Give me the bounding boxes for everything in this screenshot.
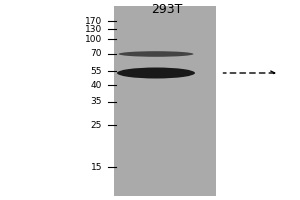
Text: 25: 25 (91, 120, 102, 130)
Ellipse shape (118, 51, 194, 57)
Text: 293T: 293T (151, 3, 182, 16)
Text: 70: 70 (91, 49, 102, 58)
Ellipse shape (117, 68, 195, 78)
Text: 15: 15 (91, 162, 102, 171)
Text: 170: 170 (85, 17, 102, 25)
Text: 35: 35 (91, 98, 102, 106)
Bar (114, 6, 216, 196)
Text: 40: 40 (91, 81, 102, 90)
Text: 100: 100 (85, 34, 102, 44)
Text: 130: 130 (85, 24, 102, 33)
Text: 55: 55 (91, 66, 102, 75)
